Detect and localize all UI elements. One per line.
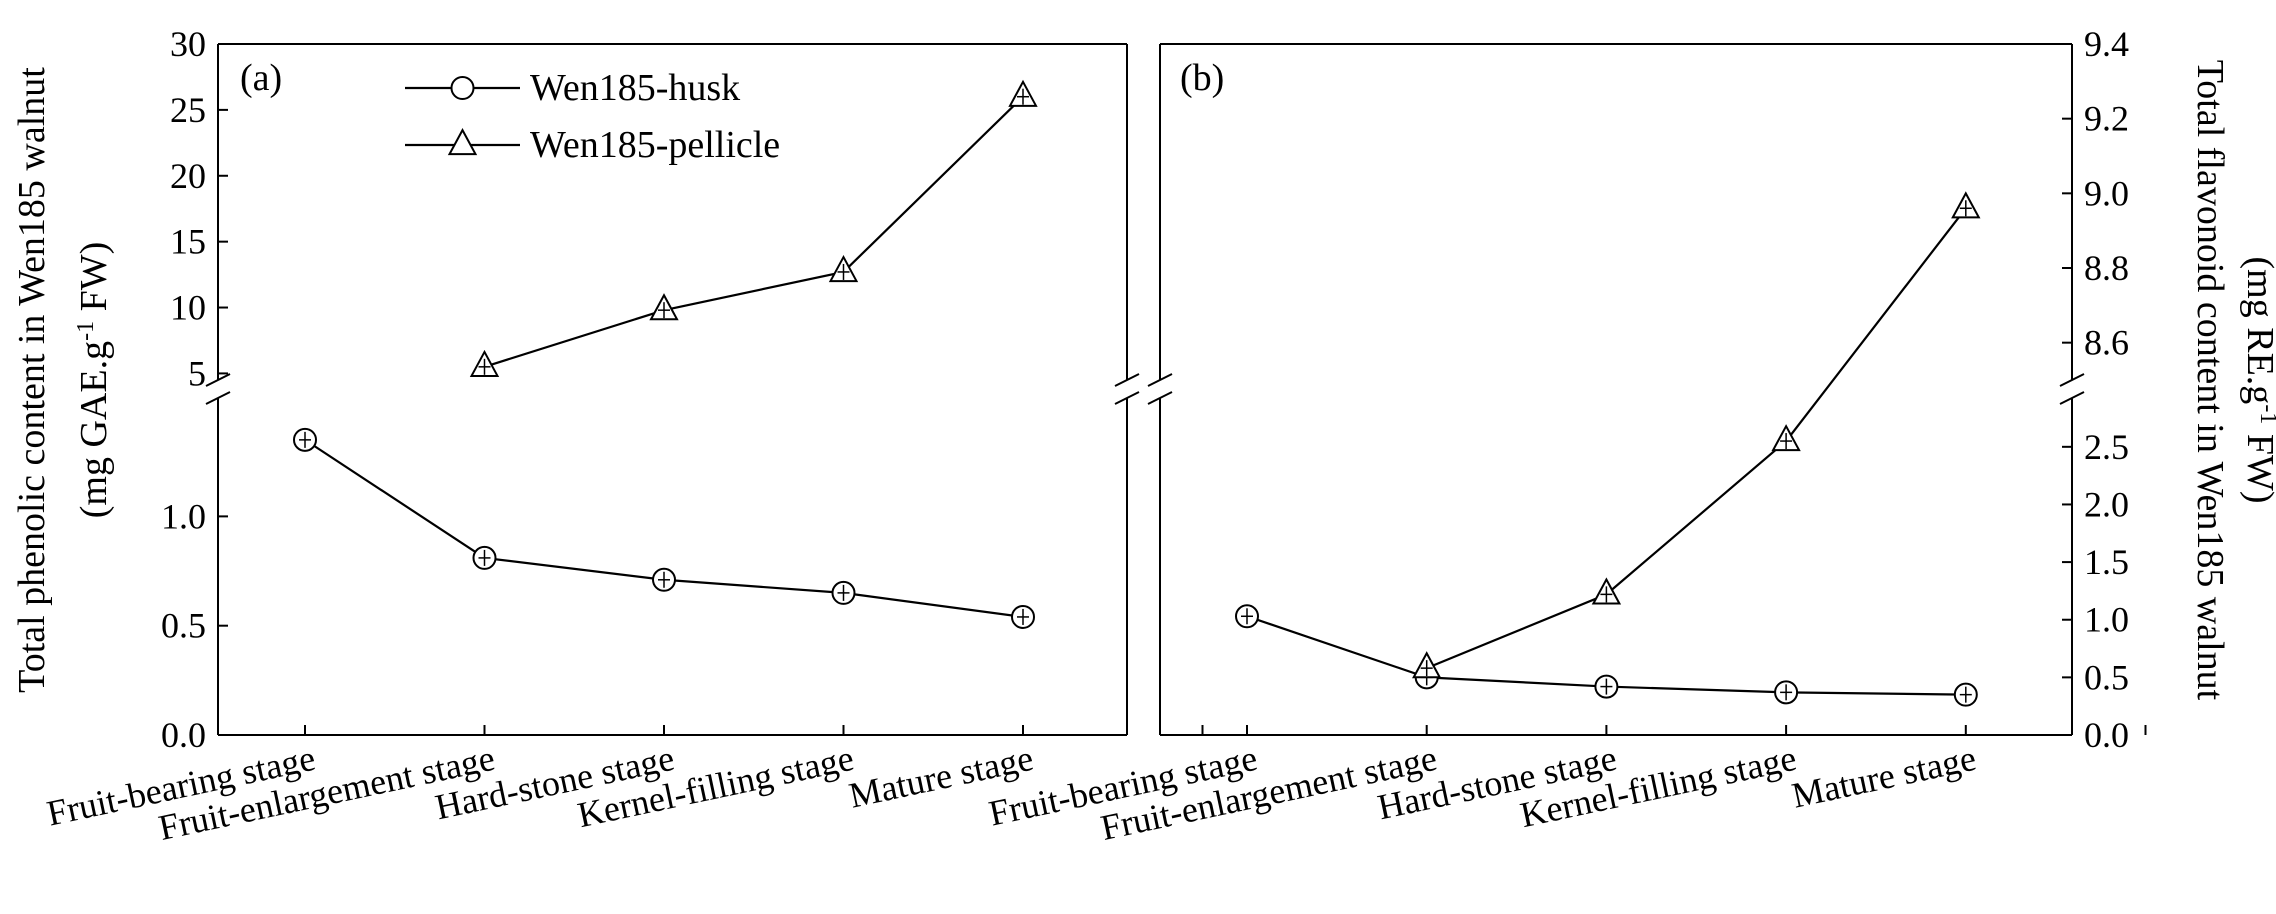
y-lower-tick-label: 0.5: [2084, 657, 2129, 697]
y-upper-tick-label: 15: [170, 222, 206, 262]
y-upper-tick-label: 8.8: [2084, 248, 2129, 288]
series-line: [484, 95, 1024, 368]
y-axis-unit-text: FW): [2239, 424, 2276, 503]
y-lower-tick-label: 0.0: [2084, 715, 2129, 755]
y-axis-unit: (mg RE.g-1 FW): [2239, 257, 2276, 504]
y-upper-tick-label: 8.6: [2084, 323, 2129, 363]
series-wen185-husk: [1235, 604, 1978, 707]
axis-break-mark: [2059, 373, 2085, 387]
y-axis-unit-text: (mg GAE.g: [73, 341, 115, 518]
y-lower-tick-label: 0.0: [161, 715, 206, 755]
y-lower-tick-label: 1.0: [2084, 600, 2129, 640]
y-axis-unit: (mg GAE.g-1 FW): [73, 242, 115, 518]
y-upper-tick-label: 25: [170, 90, 206, 130]
y-lower-tick-label: 0.5: [161, 606, 206, 646]
series-wen185-pellicle: [1412, 191, 1981, 679]
axis-break-mark: [1114, 391, 1140, 405]
marker-triangle: [447, 128, 478, 156]
y-lower-tick-label: 1.0: [161, 496, 206, 536]
series-wen185-pellicle: [469, 79, 1038, 377]
legend-label: Wen185-pellicle: [530, 124, 780, 166]
series-wen185-husk: [293, 427, 1035, 629]
y-upper-tick-label: 9.0: [2084, 173, 2129, 213]
y-lower-tick-label: 1.5: [2084, 542, 2129, 582]
marker-circle: [450, 76, 475, 100]
y-upper-tick-label: 30: [170, 24, 206, 64]
y-upper-tick-label: 9.2: [2084, 99, 2129, 139]
axis-break-mark: [1147, 391, 1173, 405]
y-axis-unit-sup: -1: [73, 321, 99, 341]
axis-break-mark: [205, 391, 231, 405]
y-axis-title: Total phenolic content in Wen185 walnut: [11, 67, 53, 693]
y-upper-tick-label: 20: [170, 156, 206, 196]
axis-break-mark: [205, 373, 231, 387]
series-line: [1426, 207, 1967, 670]
y-axis-unit-text: FW): [73, 242, 115, 321]
axis-break-mark: [1114, 373, 1140, 387]
panel-b: 0.00.51.01.52.02.58.68.89.09.29.4Fruit-b…: [985, 24, 2276, 848]
x-tick-label: Mature stage: [1788, 738, 1979, 816]
y-axis-unit-sup: -1: [2255, 404, 2276, 424]
y-lower-tick-label: 2.5: [2084, 427, 2129, 467]
legend: Wen185-husk Wen185-pellicle: [405, 67, 780, 166]
legend-label: Wen185-husk: [530, 67, 740, 109]
panel-label: (a): [240, 57, 282, 99]
axis-break-mark: [2059, 391, 2085, 405]
y-axis-title: Total flavonoid content in Wen185 walnut: [2189, 60, 2231, 701]
y-upper-tick-label: 10: [170, 288, 206, 328]
y-axis-unit-text: (mg RE.g: [2239, 257, 2276, 405]
y-upper-tick-label: 9.4: [2084, 24, 2129, 64]
panel-label: (b): [1180, 57, 1224, 99]
y-lower-tick-label: 2.0: [2084, 484, 2129, 524]
axis-break-mark: [1147, 373, 1173, 387]
y-upper-tick-label: 5: [188, 353, 206, 393]
